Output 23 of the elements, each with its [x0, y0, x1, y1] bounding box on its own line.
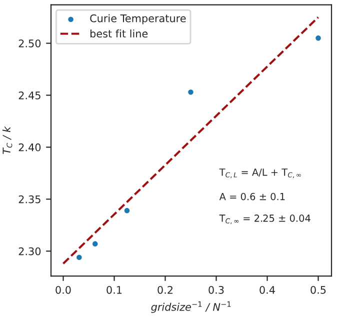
point [76, 254, 82, 260]
x-tick-label: 0.3 [208, 286, 224, 294]
y-tick-label: 2.35 [18, 195, 40, 204]
annotation: A = 0.6 ± 0.1 [219, 192, 285, 200]
y-tick-label: 2.45 [18, 91, 40, 100]
annotation: T$_{C,L}$ = A/L + T$_{C,∞}$ [219, 168, 301, 178]
x-tick-label: 0.4 [260, 286, 275, 294]
legend-label: best fit line [90, 29, 148, 38]
point [124, 208, 130, 214]
y-tick-label: 2.30 [18, 247, 41, 256]
y-tick-label: 2.50 [18, 39, 41, 48]
point [92, 241, 98, 246]
y-axis-title: T$_{C}$ / k [2, 126, 12, 154]
x-tick-label: 0.2 [158, 286, 172, 294]
legend-label: Curie Temperature [90, 14, 186, 24]
x-tick-label: 0.0 [56, 286, 71, 294]
x-tick-label: 0.1 [106, 286, 122, 294]
annotation: T$_{C,∞}$ = 2.25 ± 0.04 [219, 214, 310, 224]
y-tick-label: 2.40 [18, 143, 41, 152]
x-axis-title: gridsize$^{−1}$ / N$^{−1}$ [151, 301, 231, 313]
point [188, 89, 194, 95]
x-tick-label: 0.5 [310, 286, 326, 294]
point [316, 35, 321, 41]
